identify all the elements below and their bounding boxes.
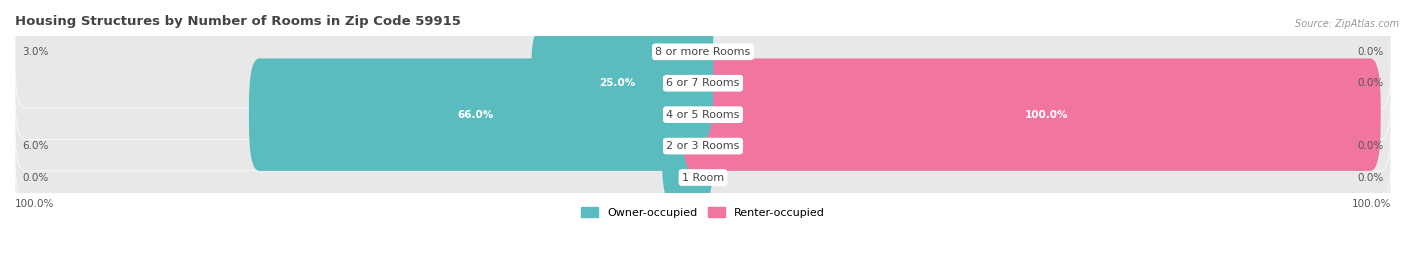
Text: 0.0%: 0.0% [1358, 47, 1384, 57]
Text: 0.0%: 0.0% [22, 173, 48, 183]
Text: 0.0%: 0.0% [1358, 141, 1384, 151]
Bar [0, 162, 1406, 193]
FancyBboxPatch shape [682, 0, 713, 108]
FancyBboxPatch shape [662, 90, 713, 202]
Bar [0, 68, 1406, 99]
Text: 0.0%: 0.0% [1358, 173, 1384, 183]
FancyBboxPatch shape [15, 58, 1391, 171]
Bar [0, 36, 1406, 68]
Text: 25.0%: 25.0% [599, 78, 636, 88]
Text: 100.0%: 100.0% [15, 199, 55, 209]
Text: 3.0%: 3.0% [22, 47, 48, 57]
FancyBboxPatch shape [531, 27, 713, 140]
Bar [0, 99, 1406, 130]
Text: 6 or 7 Rooms: 6 or 7 Rooms [666, 78, 740, 88]
Legend: Owner-occupied, Renter-occupied: Owner-occupied, Renter-occupied [576, 202, 830, 222]
FancyBboxPatch shape [15, 121, 1391, 234]
FancyBboxPatch shape [682, 58, 1381, 171]
Text: 6.0%: 6.0% [22, 141, 48, 151]
Text: Source: ZipAtlas.com: Source: ZipAtlas.com [1295, 19, 1399, 29]
Text: 4 or 5 Rooms: 4 or 5 Rooms [666, 110, 740, 120]
Text: 66.0%: 66.0% [458, 110, 494, 120]
FancyBboxPatch shape [249, 58, 713, 171]
Text: 2 or 3 Rooms: 2 or 3 Rooms [666, 141, 740, 151]
Text: Housing Structures by Number of Rooms in Zip Code 59915: Housing Structures by Number of Rooms in… [15, 15, 461, 28]
Text: 100.0%: 100.0% [1025, 110, 1069, 120]
FancyBboxPatch shape [15, 27, 1391, 140]
Bar [0, 130, 1406, 162]
FancyBboxPatch shape [15, 90, 1391, 202]
Text: 1 Room: 1 Room [682, 173, 724, 183]
Text: 100.0%: 100.0% [1351, 199, 1391, 209]
Text: 8 or more Rooms: 8 or more Rooms [655, 47, 751, 57]
Text: 0.0%: 0.0% [1358, 78, 1384, 88]
FancyBboxPatch shape [15, 0, 1391, 108]
